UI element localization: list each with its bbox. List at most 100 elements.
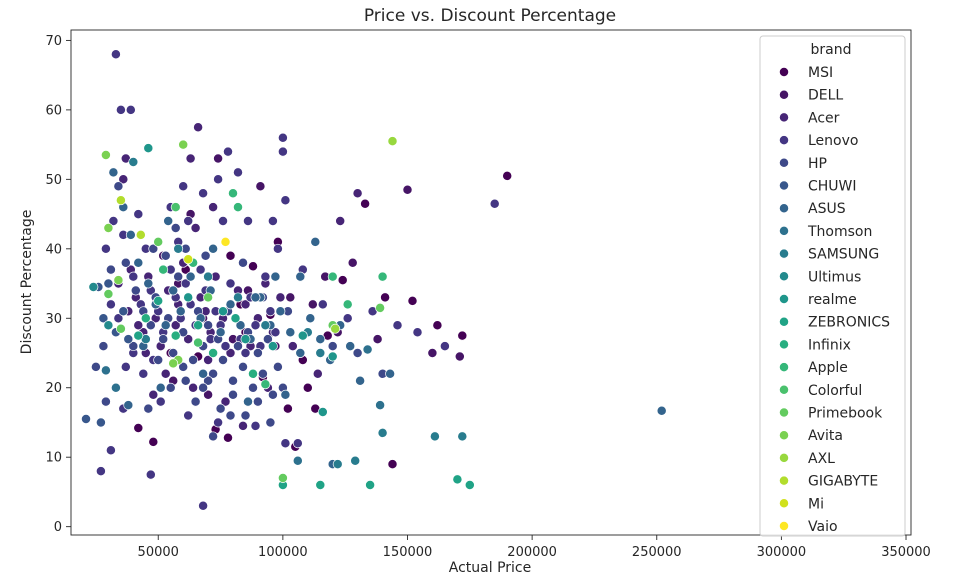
- data-point: [225, 299, 236, 310]
- data-point: [98, 341, 109, 352]
- data-point: [248, 261, 258, 272]
- data-point: [385, 368, 396, 379]
- data-point: [113, 181, 124, 192]
- data-point: [220, 236, 231, 247]
- data-point: [183, 292, 194, 303]
- data-point: [352, 188, 363, 199]
- data-point: [377, 271, 388, 282]
- data-point: [285, 327, 296, 338]
- chart-title: Price vs. Discount Percentage: [364, 6, 616, 26]
- data-point: [352, 348, 363, 358]
- data-point: [160, 320, 171, 331]
- legend-marker: [779, 452, 789, 463]
- data-point: [188, 382, 199, 393]
- data-point: [115, 195, 126, 206]
- data-point: [305, 313, 316, 324]
- data-point: [148, 436, 159, 447]
- data-point: [275, 292, 286, 303]
- data-point: [270, 327, 281, 338]
- data-point: [277, 132, 288, 143]
- legend-label: ASUS: [808, 201, 846, 217]
- data-point: [125, 104, 136, 115]
- legend: brand MSI DELL Acer Lenovo HP CHUWI ASUS Thomso…: [759, 35, 906, 537]
- data-point: [143, 143, 154, 154]
- data-point: [100, 150, 111, 160]
- data-point: [292, 455, 303, 466]
- data-point: [335, 216, 346, 226]
- legend-title: brand: [811, 42, 852, 58]
- data-point: [317, 407, 328, 417]
- data-point: [238, 257, 248, 268]
- data-point: [457, 431, 468, 442]
- data-point: [95, 466, 106, 477]
- data-point: [183, 254, 194, 265]
- data-point: [502, 170, 513, 181]
- data-point: [200, 250, 211, 261]
- data-point: [208, 243, 219, 254]
- data-point: [95, 417, 106, 428]
- data-point: [277, 473, 288, 483]
- data-point: [173, 243, 184, 254]
- data-point: [155, 382, 166, 393]
- legend-label: DELL: [808, 88, 843, 104]
- data-point: [287, 341, 298, 352]
- y-tick-label: 0: [54, 520, 62, 535]
- data-point: [203, 355, 214, 365]
- data-point: [148, 243, 159, 254]
- data-point: [250, 292, 261, 303]
- data-point: [193, 122, 204, 133]
- data-point: [337, 275, 348, 286]
- y-tick-label: 70: [45, 34, 62, 49]
- data-point: [208, 202, 219, 213]
- x-tick-label: 100000: [258, 545, 308, 560]
- y-axis: 0 10 20 30 40 50 60 70: [45, 34, 71, 535]
- data-point: [183, 216, 194, 226]
- data-point: [375, 400, 386, 411]
- data-point: [315, 334, 326, 345]
- data-point: [262, 334, 273, 345]
- data-point: [277, 146, 288, 157]
- data-point: [432, 320, 443, 331]
- data-point: [103, 320, 114, 331]
- data-point: [143, 278, 154, 289]
- data-point: [218, 216, 228, 226]
- legend-label: HP: [808, 156, 827, 172]
- data-point: [143, 403, 154, 414]
- data-point: [183, 334, 194, 345]
- data-point: [213, 153, 224, 164]
- data-point: [170, 330, 181, 341]
- data-point: [170, 223, 181, 233]
- data-point: [272, 361, 283, 372]
- y-axis-title: Discount Percentage: [19, 210, 35, 355]
- legend-label: Avita: [808, 428, 843, 444]
- data-point: [240, 348, 251, 358]
- x-tick-label: 200000: [507, 545, 557, 560]
- y-tick-label: 60: [45, 103, 62, 118]
- data-point: [110, 49, 121, 60]
- data-point: [185, 153, 196, 164]
- data-point: [178, 181, 189, 192]
- data-point: [233, 202, 243, 213]
- legend-marker: [779, 112, 789, 123]
- data-point: [153, 295, 164, 306]
- data-point: [223, 432, 233, 443]
- data-point: [230, 313, 241, 324]
- data-point: [297, 330, 308, 341]
- data-point: [190, 396, 201, 407]
- legend-label: Mi: [808, 496, 824, 512]
- data-point: [198, 500, 209, 511]
- data-point: [228, 389, 238, 400]
- data-point: [180, 375, 191, 386]
- data-point: [133, 330, 144, 341]
- data-point: [135, 229, 146, 240]
- data-point: [310, 236, 321, 247]
- data-point: [225, 250, 236, 261]
- data-point: [225, 410, 236, 421]
- data-point: [302, 382, 313, 393]
- data-point: [270, 271, 281, 282]
- data-point: [103, 278, 114, 289]
- data-point: [100, 243, 111, 254]
- data-point: [215, 327, 226, 338]
- data-point: [168, 285, 179, 296]
- data-point: [120, 361, 131, 372]
